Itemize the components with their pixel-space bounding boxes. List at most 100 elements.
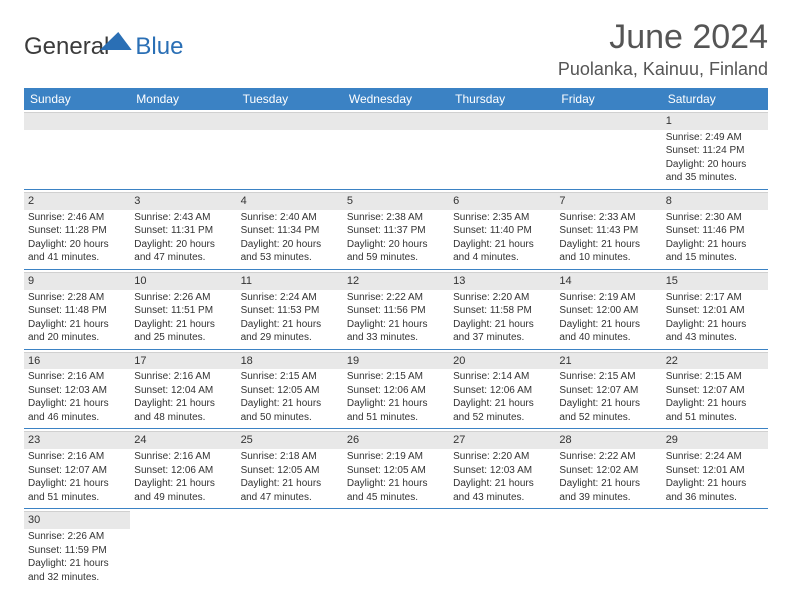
cell-daylight2: and 52 minutes. bbox=[559, 411, 657, 425]
calendar-cell: 22Sunrise: 2:15 AMSunset: 12:07 AMDaylig… bbox=[662, 349, 768, 429]
calendar-cell bbox=[130, 509, 236, 588]
cell-sunrise: Sunrise: 2:14 AM bbox=[453, 370, 551, 384]
cell-sunset: Sunset: 12:07 AM bbox=[28, 464, 126, 478]
cell-daylight1: Daylight: 21 hours bbox=[241, 397, 339, 411]
cell-sunset: Sunset: 12:07 AM bbox=[666, 384, 764, 398]
cell-sunset: Sunset: 12:03 AM bbox=[28, 384, 126, 398]
cell-daylight2: and 45 minutes. bbox=[347, 491, 445, 505]
cell-sunset: Sunset: 11:53 PM bbox=[241, 304, 339, 318]
cell-sunrise: Sunrise: 2:33 AM bbox=[559, 211, 657, 225]
cell-sunrise: Sunrise: 2:49 AM bbox=[666, 131, 764, 145]
cell-daylight1: Daylight: 21 hours bbox=[134, 477, 232, 491]
cell-daylight1: Daylight: 21 hours bbox=[28, 477, 126, 491]
cell-sunset: Sunset: 12:05 AM bbox=[241, 384, 339, 398]
cell-daylight1: Daylight: 21 hours bbox=[28, 397, 126, 411]
day-number: 7 bbox=[555, 192, 661, 210]
calendar-cell: 7Sunrise: 2:33 AMSunset: 11:43 PMDayligh… bbox=[555, 189, 661, 269]
calendar-cell: 3Sunrise: 2:43 AMSunset: 11:31 PMDayligh… bbox=[130, 189, 236, 269]
weekday-header: Friday bbox=[555, 88, 661, 110]
day-number: 2 bbox=[24, 192, 130, 210]
cell-sunrise: Sunrise: 2:43 AM bbox=[134, 211, 232, 225]
day-number: 28 bbox=[555, 431, 661, 449]
calendar-cell bbox=[237, 110, 343, 189]
cell-sunset: Sunset: 11:37 PM bbox=[347, 224, 445, 238]
empty-daynum bbox=[24, 112, 130, 130]
cell-daylight1: Daylight: 20 hours bbox=[28, 238, 126, 252]
cell-daylight1: Daylight: 20 hours bbox=[347, 238, 445, 252]
cell-sunrise: Sunrise: 2:16 AM bbox=[134, 450, 232, 464]
cell-daylight2: and 41 minutes. bbox=[28, 251, 126, 265]
location-text: Puolanka, Kainuu, Finland bbox=[558, 59, 768, 80]
cell-sunrise: Sunrise: 2:24 AM bbox=[666, 450, 764, 464]
cell-daylight1: Daylight: 21 hours bbox=[666, 238, 764, 252]
cell-daylight2: and 4 minutes. bbox=[453, 251, 551, 265]
cell-sunrise: Sunrise: 2:22 AM bbox=[559, 450, 657, 464]
brand-sail-icon bbox=[100, 32, 139, 50]
calendar-cell: 5Sunrise: 2:38 AMSunset: 11:37 PMDayligh… bbox=[343, 189, 449, 269]
cell-daylight1: Daylight: 21 hours bbox=[666, 397, 764, 411]
calendar-cell bbox=[555, 509, 661, 588]
cell-sunset: Sunset: 12:06 AM bbox=[347, 384, 445, 398]
cell-sunrise: Sunrise: 2:20 AM bbox=[453, 450, 551, 464]
calendar-week-row: 1Sunrise: 2:49 AMSunset: 11:24 PMDayligh… bbox=[24, 110, 768, 189]
cell-sunrise: Sunrise: 2:15 AM bbox=[347, 370, 445, 384]
day-number: 12 bbox=[343, 272, 449, 290]
calendar-cell: 4Sunrise: 2:40 AMSunset: 11:34 PMDayligh… bbox=[237, 189, 343, 269]
cell-sunrise: Sunrise: 2:30 AM bbox=[666, 211, 764, 225]
calendar-cell: 8Sunrise: 2:30 AMSunset: 11:46 PMDayligh… bbox=[662, 189, 768, 269]
cell-daylight2: and 52 minutes. bbox=[453, 411, 551, 425]
cell-sunrise: Sunrise: 2:16 AM bbox=[28, 450, 126, 464]
empty-daynum bbox=[449, 112, 555, 130]
day-number: 22 bbox=[662, 352, 768, 370]
calendar-cell: 9Sunrise: 2:28 AMSunset: 11:48 PMDayligh… bbox=[24, 269, 130, 349]
weekday-header: Tuesday bbox=[237, 88, 343, 110]
cell-daylight2: and 51 minutes. bbox=[347, 411, 445, 425]
cell-sunset: Sunset: 12:04 AM bbox=[134, 384, 232, 398]
cell-sunset: Sunset: 11:34 PM bbox=[241, 224, 339, 238]
cell-daylight2: and 51 minutes. bbox=[28, 491, 126, 505]
empty-daynum bbox=[555, 112, 661, 130]
cell-sunrise: Sunrise: 2:28 AM bbox=[28, 291, 126, 305]
day-number: 13 bbox=[449, 272, 555, 290]
calendar-cell: 13Sunrise: 2:20 AMSunset: 11:58 PMDaylig… bbox=[449, 269, 555, 349]
cell-daylight1: Daylight: 21 hours bbox=[241, 477, 339, 491]
cell-sunrise: Sunrise: 2:40 AM bbox=[241, 211, 339, 225]
cell-daylight2: and 59 minutes. bbox=[347, 251, 445, 265]
cell-daylight1: Daylight: 21 hours bbox=[453, 238, 551, 252]
calendar-week-row: 9Sunrise: 2:28 AMSunset: 11:48 PMDayligh… bbox=[24, 269, 768, 349]
day-number: 29 bbox=[662, 431, 768, 449]
calendar-cell bbox=[449, 110, 555, 189]
calendar-cell: 30Sunrise: 2:26 AMSunset: 11:59 PMDaylig… bbox=[24, 509, 130, 588]
cell-sunset: Sunset: 12:03 AM bbox=[453, 464, 551, 478]
cell-daylight1: Daylight: 21 hours bbox=[666, 477, 764, 491]
calendar-cell: 18Sunrise: 2:15 AMSunset: 12:05 AMDaylig… bbox=[237, 349, 343, 429]
cell-daylight2: and 43 minutes. bbox=[666, 331, 764, 345]
calendar-header-row: SundayMondayTuesdayWednesdayThursdayFrid… bbox=[24, 88, 768, 110]
calendar-cell: 24Sunrise: 2:16 AMSunset: 12:06 AMDaylig… bbox=[130, 429, 236, 509]
cell-daylight1: Daylight: 20 hours bbox=[666, 158, 764, 172]
calendar-cell bbox=[555, 110, 661, 189]
cell-daylight2: and 25 minutes. bbox=[134, 331, 232, 345]
cell-daylight1: Daylight: 21 hours bbox=[666, 318, 764, 332]
cell-sunset: Sunset: 12:05 AM bbox=[347, 464, 445, 478]
cell-sunrise: Sunrise: 2:26 AM bbox=[28, 530, 126, 544]
month-title: June 2024 bbox=[558, 18, 768, 57]
cell-daylight2: and 33 minutes. bbox=[347, 331, 445, 345]
day-number: 10 bbox=[130, 272, 236, 290]
title-block: June 2024 Puolanka, Kainuu, Finland bbox=[558, 18, 768, 80]
calendar-week-row: 2Sunrise: 2:46 AMSunset: 11:28 PMDayligh… bbox=[24, 189, 768, 269]
cell-daylight1: Daylight: 21 hours bbox=[347, 477, 445, 491]
cell-sunset: Sunset: 12:05 AM bbox=[241, 464, 339, 478]
day-number: 23 bbox=[24, 431, 130, 449]
cell-sunrise: Sunrise: 2:38 AM bbox=[347, 211, 445, 225]
day-number: 27 bbox=[449, 431, 555, 449]
cell-sunset: Sunset: 11:48 PM bbox=[28, 304, 126, 318]
cell-daylight2: and 53 minutes. bbox=[241, 251, 339, 265]
cell-daylight2: and 32 minutes. bbox=[28, 571, 126, 585]
calendar-week-row: 23Sunrise: 2:16 AMSunset: 12:07 AMDaylig… bbox=[24, 429, 768, 509]
cell-sunrise: Sunrise: 2:17 AM bbox=[666, 291, 764, 305]
calendar-cell: 21Sunrise: 2:15 AMSunset: 12:07 AMDaylig… bbox=[555, 349, 661, 429]
cell-sunrise: Sunrise: 2:26 AM bbox=[134, 291, 232, 305]
day-number: 11 bbox=[237, 272, 343, 290]
calendar-cell: 29Sunrise: 2:24 AMSunset: 12:01 AMDaylig… bbox=[662, 429, 768, 509]
